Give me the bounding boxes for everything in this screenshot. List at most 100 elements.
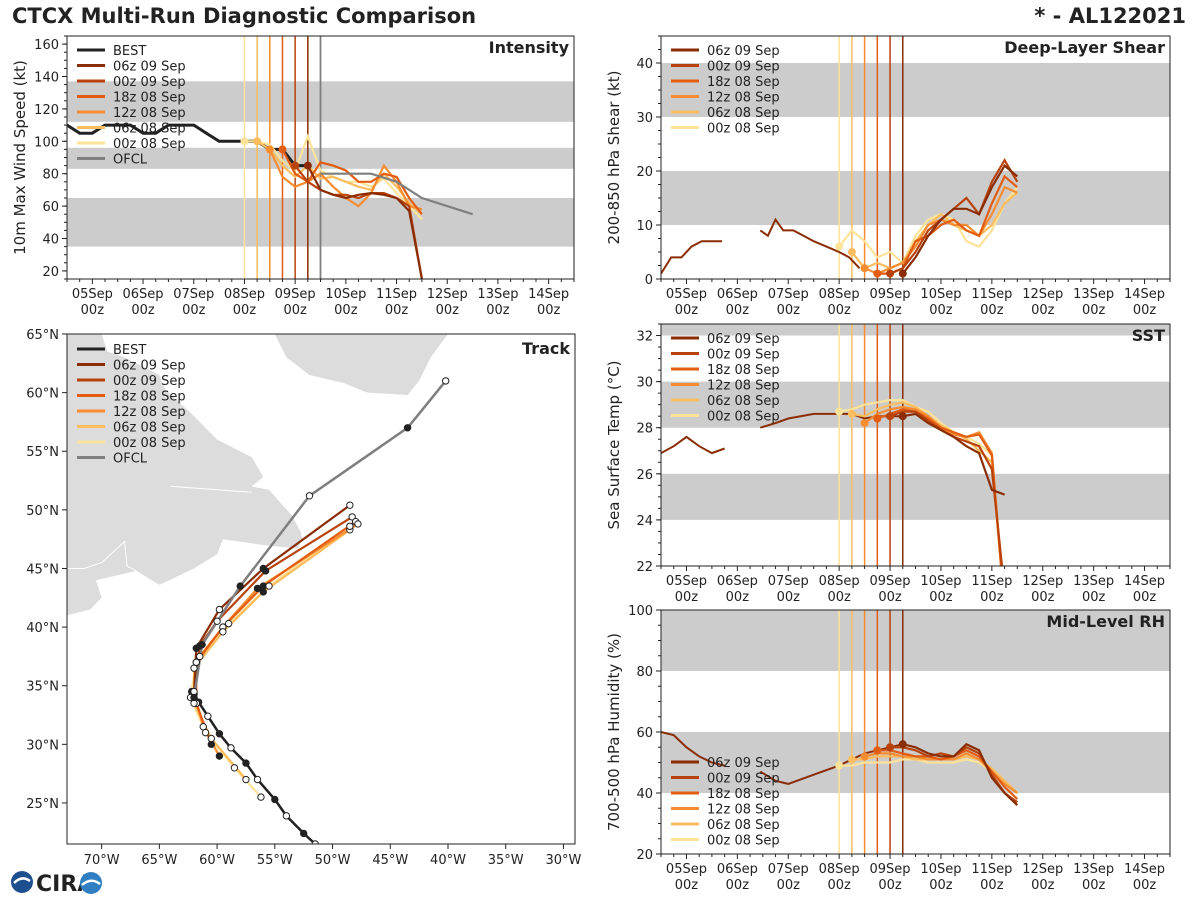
track-legend-label-00z-09-sep: 00z 09 Sep (113, 374, 186, 389)
track-legend-label-06z-08-sep: 06z 08 Sep (113, 421, 186, 436)
intensity-legend-label-ofcl: OFCL (113, 153, 148, 168)
intensity-series-start-00z-09-sep (291, 161, 300, 170)
track-x-tick-label: 40°W (430, 853, 466, 868)
track-map: 70°W 65°W 60°W 55°W 50°W 45°W 40°W 35°W 30°W 25°N… (26, 328, 581, 868)
track-best-marker (271, 795, 279, 804)
track-series-18z-08-sep (195, 520, 357, 745)
sst-x-tick-label-day: 12Sep (1022, 574, 1063, 589)
sst-x-tick-label-day: 13Sep (1073, 574, 1114, 589)
track-best-marker (282, 812, 291, 820)
north-america-land (67, 334, 302, 616)
shear-x-tick-label-day: 10Sep (920, 287, 961, 302)
rh-x-tick-label-day: 06Sep (717, 862, 758, 877)
intensity-y-tick-label: 60 (42, 200, 59, 215)
rh-title: Mid-Level RH (1046, 612, 1165, 631)
shear-x-tick-label-hour: 00z (777, 303, 801, 318)
shear-x-tick-label-day: 14Sep (1124, 287, 1165, 302)
track-ofcl-marker (441, 377, 450, 385)
intensity-x-tick-label-hour: 00z (283, 303, 307, 318)
intensity-legend-label-06z-08-sep: 06z 08 Sep (113, 122, 186, 137)
rh-series-start-00z-09-sep (886, 743, 895, 752)
shear-y-tick-label: 0 (645, 273, 653, 288)
sst-x-tick-label-day: 14Sep (1124, 574, 1165, 589)
intensity-x-tick-label-day: 10Sep (325, 287, 366, 302)
intensity-x-tick-label-day: 06Sep (123, 287, 164, 302)
track-series-marker-06z-08-sep (219, 628, 227, 636)
sst-x-tick-label-day: 07Sep (768, 574, 809, 589)
track-y-tick-label: 55°N (26, 445, 59, 460)
sst-x-tick-label-hour: 00z (1082, 590, 1106, 605)
sst-y-tick-label: 22 (636, 560, 653, 575)
rh-x-tick-label-hour: 00z (1082, 878, 1106, 893)
shear-y-axis-label: 200-850 hPa Shear (kt) (605, 71, 623, 245)
shear-series-06z-08-sep (851, 191, 1019, 270)
sst-legend-label-18z-08-sep: 18z 08 Sep (707, 363, 780, 378)
shear-x-tick-label-hour: 00z (929, 303, 953, 318)
rh-y-tick-label: 20 (636, 848, 653, 863)
sst-title: SST (1132, 326, 1165, 345)
intensity-x-tick-label-hour: 00z (334, 303, 358, 318)
rh-series-18z-08-sep (877, 749, 1019, 800)
intensity-y-tick-label: 80 (42, 168, 59, 183)
rh-series-start-00z-08-sep (835, 761, 844, 770)
intensity-y-axis-label: 10m Max Wind Speed (kt) (11, 60, 29, 255)
rh-legend-label-12z-08-sep: 12z 08 Sep (707, 803, 780, 818)
intensity-series-start-00z-08-sep (240, 137, 249, 146)
newfoundland-land (222, 492, 303, 549)
sst-y-tick-label: 24 (636, 514, 653, 529)
shear-x-tick-label-hour: 00z (1031, 303, 1055, 318)
track-legend-label-ofcl: OFCL (113, 452, 148, 467)
shear-title: Deep-Layer Shear (1004, 38, 1165, 57)
track-series-marker-00z-08-sep (257, 793, 265, 801)
shear-history-line (661, 240, 723, 275)
shear-x-tick-label-day: 11Sep (971, 287, 1012, 302)
sst-x-tick-label-hour: 00z (878, 590, 902, 605)
rh-legend-label-18z-08-sep: 18z 08 Sep (707, 787, 780, 802)
logo-circle (80, 872, 102, 894)
track-legend-label-00z-08-sep: 00z 08 Sep (113, 436, 186, 451)
track-series-marker-12z-08-sep (215, 752, 224, 760)
rh-x-tick-label-day: 07Sep (768, 862, 809, 877)
shear-legend-label-06z-08-sep: 06z 08 Sep (707, 106, 780, 121)
track-best-marker (299, 829, 308, 838)
intensity-x-tick-label-day: 13Sep (477, 287, 518, 302)
shear-series-start-18z-08-sep (873, 269, 882, 278)
track-y-tick-label: 65°N (26, 328, 59, 343)
intensity-series-start-06z-08-sep (253, 137, 262, 146)
sst-x-tick-label-hour: 00z (777, 590, 801, 605)
rh-legend-label-06z-08-sep: 06z 08 Sep (707, 818, 780, 833)
shear-series-start-12z-08-sep (860, 264, 869, 273)
track-y-tick-label: 50°N (26, 504, 59, 519)
shear-x-tick-label-day: 05Sep (666, 287, 707, 302)
intensity-x-tick-label-day: 11Sep (376, 287, 417, 302)
rh-x-tick-label-day: 08Sep (819, 862, 860, 877)
sst-series-start-12z-08-sep (860, 419, 869, 428)
intensity-y-tick-label: 100 (34, 135, 59, 150)
intensity-legend-label-12z-08-sep: 12z 08 Sep (113, 106, 186, 121)
intensity-x-tick-label-hour: 00z (81, 303, 105, 318)
sst-series-start-00z-09-sep (886, 412, 895, 421)
intensity-ofcl-line (320, 172, 473, 216)
sst-band (661, 381, 1170, 428)
track-legend-label-18z-08-sep: 18z 08 Sep (113, 390, 186, 405)
track-legend-label-06z-09-sep: 06z 09 Sep (113, 359, 186, 374)
sst-x-tick-label-day: 10Sep (920, 574, 961, 589)
sst-y-tick-label: 32 (636, 330, 653, 345)
intensity-x-tick-label-day: 09Sep (275, 287, 316, 302)
sst-x-tick-label-hour: 00z (827, 590, 851, 605)
sst-series-06z-09-sep (902, 412, 1005, 496)
intensity-series-06z-09-sep (306, 165, 423, 279)
track-ofcl-marker (190, 693, 198, 702)
sst-legend-label-00z-09-sep: 00z 09 Sep (707, 348, 780, 363)
shear-legend-label-00z-08-sep: 00z 08 Sep (707, 122, 780, 137)
track-series-marker-00z-08-sep (224, 619, 233, 628)
shear-x-tick-label-day: 06Sep (717, 287, 758, 302)
rh-band (661, 732, 1170, 793)
storm-id: * - AL122021 (1034, 4, 1186, 28)
track-x-tick-label: 50°W (315, 853, 351, 868)
track-series-marker-00z-08-sep (192, 658, 201, 666)
track-series-marker-00z-08-sep (346, 522, 354, 530)
rh-history-line (661, 731, 725, 767)
track-frame (66, 333, 576, 845)
sst-chart: 05Sep00z06Sep00z07Sep00z08Sep00z09Sep00z… (605, 323, 1171, 605)
